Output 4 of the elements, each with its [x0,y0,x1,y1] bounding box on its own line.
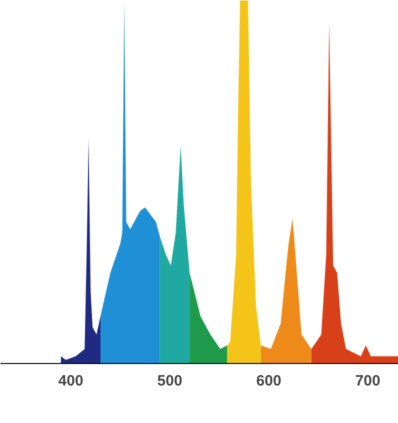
x-tick-label: 700 [355,372,380,390]
x-tick-label: 400 [58,372,84,390]
x-tick-label: 500 [157,372,182,390]
x-tick-label: 600 [256,372,282,390]
